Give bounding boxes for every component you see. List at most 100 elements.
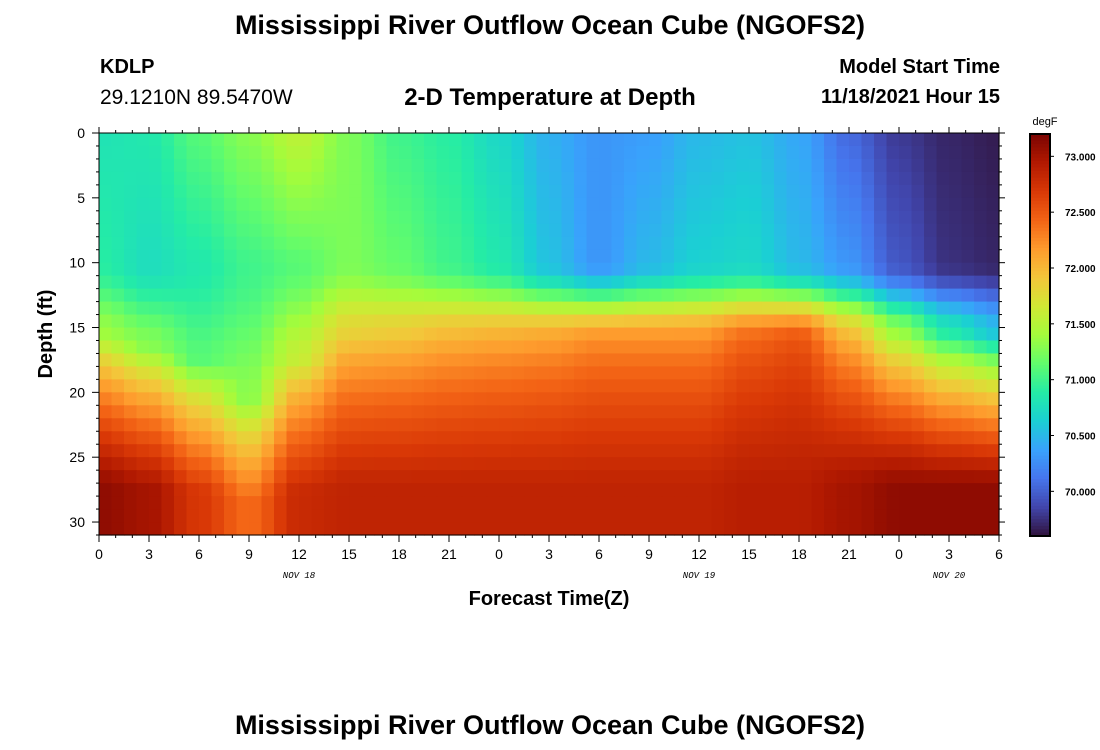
heatmap-cell xyxy=(761,275,775,290)
heatmap-cell xyxy=(236,301,250,316)
heatmap-cell xyxy=(799,262,813,277)
heatmap-cell xyxy=(761,457,775,471)
heatmap-cell xyxy=(824,496,838,510)
heatmap-cell xyxy=(811,133,825,147)
heatmap-cell xyxy=(799,431,813,445)
heatmap-cell xyxy=(599,171,613,186)
heatmap-cell xyxy=(699,392,713,406)
heatmap-cell xyxy=(861,210,875,225)
heatmap-cell xyxy=(899,366,913,380)
heatmap-cell xyxy=(836,314,850,329)
heatmap-cell xyxy=(474,431,488,445)
heatmap-cell xyxy=(549,314,563,329)
heatmap-cell xyxy=(811,418,825,432)
heatmap-cell xyxy=(686,496,700,510)
heatmap-cell xyxy=(111,223,125,238)
x-date-label: NOV 19 xyxy=(683,571,716,581)
heatmap-cell xyxy=(861,470,875,484)
heatmap-cell xyxy=(424,457,438,471)
heatmap-cell xyxy=(786,249,800,264)
colorbar-segment xyxy=(1030,499,1050,504)
heatmap-cell xyxy=(586,210,600,225)
heatmap-cell xyxy=(924,431,938,445)
heatmap-cell xyxy=(499,509,513,523)
heatmap-cell xyxy=(886,470,900,484)
heatmap-cell xyxy=(149,340,163,355)
heatmap-cell xyxy=(974,236,988,251)
heatmap-cell xyxy=(449,483,463,497)
heatmap-cell xyxy=(861,236,875,251)
heatmap-cell xyxy=(599,262,613,277)
heatmap-cell xyxy=(474,249,488,264)
heatmap-cell xyxy=(899,444,913,458)
heatmap-cell xyxy=(224,470,238,484)
heatmap-cell xyxy=(186,418,200,432)
heatmap-cell xyxy=(511,314,525,329)
colorbar-segment xyxy=(1030,170,1050,175)
heatmap-cell xyxy=(411,158,425,173)
colorbar-segment xyxy=(1030,278,1050,282)
heatmap-cell xyxy=(286,353,300,368)
heatmap-cell xyxy=(724,236,738,251)
heatmap-cell xyxy=(424,353,438,368)
heatmap-cell xyxy=(524,288,538,303)
heatmap-cell xyxy=(311,197,325,212)
heatmap-cell xyxy=(549,509,563,523)
heatmap-cell xyxy=(236,457,250,471)
heatmap-cell xyxy=(961,262,975,277)
heatmap-cell xyxy=(524,262,538,277)
heatmap-cell xyxy=(386,145,400,160)
heatmap-cell xyxy=(136,275,150,290)
heatmap-cell xyxy=(449,444,463,458)
heatmap-cell xyxy=(449,262,463,277)
heatmap-cell xyxy=(111,444,125,458)
heatmap-cell xyxy=(399,314,413,329)
heatmap-cell xyxy=(224,379,238,393)
heatmap-cell xyxy=(224,197,238,212)
heatmap-cell xyxy=(874,262,888,277)
heatmap-cell xyxy=(99,301,113,316)
heatmap-cell xyxy=(449,418,463,432)
heatmap-cell xyxy=(511,171,525,186)
heatmap-cell xyxy=(324,431,338,445)
heatmap-cell xyxy=(311,158,325,173)
heatmap-cell xyxy=(624,496,638,510)
colorbar-segment xyxy=(1030,150,1050,155)
heatmap-cell xyxy=(874,133,888,147)
heatmap-cell xyxy=(211,483,225,497)
heatmap-cell xyxy=(136,249,150,264)
heatmap-cell xyxy=(849,249,863,264)
heatmap-cell xyxy=(286,171,300,186)
heatmap-cell xyxy=(874,171,888,186)
heatmap-cell xyxy=(961,366,975,380)
heatmap-cell xyxy=(286,210,300,225)
heatmap-cell xyxy=(424,223,438,238)
heatmap-cell xyxy=(936,405,950,419)
heatmap-cell xyxy=(811,184,825,199)
colorbar-segment xyxy=(1030,519,1050,524)
heatmap-cell xyxy=(186,184,200,199)
heatmap-cell xyxy=(136,496,150,510)
heatmap-cell xyxy=(399,366,413,380)
heatmap-cell xyxy=(524,327,538,342)
heatmap-cell xyxy=(299,496,313,510)
heatmap-cell xyxy=(461,353,475,368)
heatmap-cell xyxy=(899,197,913,212)
heatmap-cell xyxy=(724,210,738,225)
heatmap-cell xyxy=(986,314,1000,329)
heatmap-cell xyxy=(99,496,113,510)
heatmap-cell xyxy=(149,366,163,380)
heatmap-cell xyxy=(399,444,413,458)
heatmap-cell xyxy=(974,418,988,432)
heatmap-cell xyxy=(649,496,663,510)
heatmap-cell xyxy=(274,314,288,329)
heatmap-cell xyxy=(961,145,975,160)
heatmap-cell xyxy=(224,444,238,458)
heatmap-cell xyxy=(561,405,575,419)
heatmap-cell xyxy=(711,470,725,484)
heatmap-cell xyxy=(611,509,625,523)
heatmap-cell xyxy=(99,171,113,186)
heatmap-cell xyxy=(636,171,650,186)
heatmap-cell xyxy=(949,275,963,290)
heatmap-cell xyxy=(661,184,675,199)
